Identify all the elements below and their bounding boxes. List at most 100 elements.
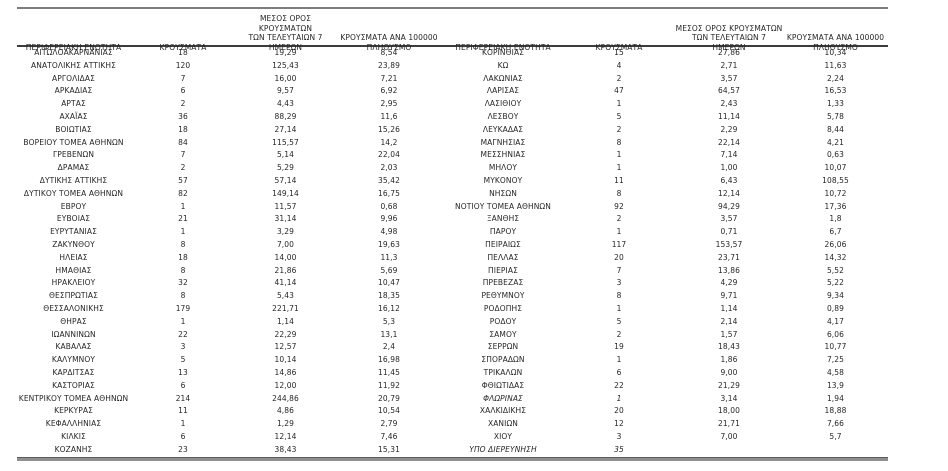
per100k-cell: 14,32 [824, 252, 847, 262]
table-row: ΑΙΤΩΛΟΑΚΑΡΝΑΝΙΑΣ 18 19,29 8,54 [17, 47, 443, 60]
avg7-cell: 149,14 [272, 188, 299, 198]
region-cell: ΛΑΚΩΝΙΑΣ [483, 73, 523, 83]
table-row: ΔΡΑΜΑΣ 2 5,29 2,03 [17, 162, 443, 175]
cases-cell: 18 [178, 48, 188, 57]
table-row: ΑΡΓΟΛΙΔΑΣ 7 16,00 7,21 [17, 73, 443, 86]
table-row: ΣΠΟΡΑΔΩΝ 1 1,86 7,25 [443, 354, 888, 367]
regional-units-table: ΠΕΡΙΦΕΡΕΙΑΚΗ ΕΝΟΤΗΤΑ ΚΡΟΥΣΜΑΤΑ ΜΕΣΟΣ ΟΡΟ… [17, 7, 888, 461]
region-cell: ΙΩΑΝΝΙΝΩΝ [51, 329, 96, 339]
cases-cell: 21 [178, 214, 188, 224]
avg7-cell: 5,14 [276, 150, 295, 160]
per100k-cell: 17,36 [824, 201, 847, 211]
avg7-cell: 1,14 [276, 316, 295, 326]
region-cell: ΑΝΑΤΟΛΙΚΗΣ ΑΤΤΙΚΗΣ [31, 60, 116, 70]
table-row: ΚΕΡΚΥΡΑΣ 11 4,86 10,54 [17, 405, 443, 418]
region-cell: ΑΡΚΑΔΙΑΣ [54, 86, 93, 96]
header-avg7-left: ΜΕΣΟΣ ΟΡΟΣ ΚΡΟΥΣΜΑΤΩΝ ΤΩΝ ΤΕΛΕΥΤΑΙΩΝ 7 Η… [248, 14, 323, 52]
per100k-cell: 10,07 [824, 163, 847, 173]
cases-cell: 7 [180, 150, 186, 160]
per100k-cell: 7,66 [826, 419, 845, 429]
region-cell: ΣΠΟΡΑΔΩΝ [481, 355, 525, 365]
cases-cell: 3 [180, 342, 186, 352]
table-row: ΘΕΣΠΡΩΤΙΑΣ 8 5,43 18,35 [17, 290, 443, 303]
per100k-cell: 0,63 [826, 150, 845, 160]
region-cell: ΚΟΡΙΝΘΙΑΣ [481, 48, 525, 57]
avg7-cell: 5,43 [276, 291, 295, 301]
cases-cell: 8 [616, 188, 622, 198]
per100k-cell: 15,26 [378, 124, 400, 134]
region-cell: ΑΙΤΩΛΟΑΚΑΡΝΑΝΙΑΣ [34, 48, 113, 57]
avg7-cell: 3,29 [276, 227, 295, 237]
avg7-cell: 244,86 [272, 393, 299, 403]
avg7-cell: 2,43 [720, 99, 738, 109]
cases-cell: 2 [616, 214, 622, 224]
region-cell: ΔΡΑΜΑΣ [57, 163, 90, 173]
table-row: ΜΗΛΟΥ 1 1,00 10,07 [443, 162, 888, 175]
region-cell: ΚΑΒΑΛΑΣ [55, 342, 92, 352]
right-table-body: ΚΟΡΙΝΘΙΑΣ 15 27,86 10,34 ΚΩ 4 2,71 11,63 ΛΑΚΩΝΙΑ… [443, 47, 888, 457]
cases-cell: 6 [180, 86, 186, 96]
table-row: ΚΑΡΔΙΤΣΑΣ 13 14,86 11,45 [17, 367, 443, 380]
region-cell: ΣΑΜΟΥ [489, 329, 517, 339]
per100k-cell: 2,95 [380, 99, 398, 109]
avg7-cell: 94,29 [718, 201, 740, 211]
cases-cell: 6 [616, 367, 622, 377]
cases-cell: 22 [178, 329, 188, 339]
cases-cell: 1 [180, 419, 186, 429]
per100k-cell: 0,89 [826, 303, 845, 313]
region-cell: ΚΑΣΤΟΡΙΑΣ [52, 380, 95, 390]
avg7-cell: 7,00 [720, 431, 738, 441]
per100k-cell: 6,92 [380, 86, 398, 96]
avg7-cell: 23,71 [718, 252, 740, 262]
avg7-cell: 18,43 [718, 342, 740, 352]
per100k-cell: 16,75 [378, 188, 400, 198]
table-row: ΠΕΙΡΑΙΩΣ 117 153,57 26,06 [443, 239, 888, 252]
table-row: ΡΟΔΟΥ 5 2,14 4,17 [443, 316, 888, 329]
table-row: ΛΑΡΙΣΑΣ 47 64,57 16,53 [443, 85, 888, 98]
cases-cell: 8 [616, 137, 622, 147]
per100k-cell: 7,21 [380, 73, 398, 83]
per100k-cell: 1,8 [829, 214, 842, 224]
cases-cell: 13 [178, 367, 188, 377]
avg7-cell: 27,86 [718, 48, 740, 57]
table-row: ΜΑΓΝΗΣΙΑΣ 8 22,14 4,21 [443, 137, 888, 150]
region-cell: ΑΡΤΑΣ [61, 99, 86, 109]
region-cell: ΜΗΛΟΥ [488, 163, 518, 173]
table-row: ΛΕΣΒΟΥ 5 11,14 5,78 [443, 111, 888, 124]
avg7-cell: 4,86 [276, 406, 295, 416]
cases-cell: 120 [175, 60, 191, 70]
table-row: ΒΟΙΩΤΙΑΣ 18 27,14 15,26 [17, 124, 443, 137]
cases-cell: 1 [180, 227, 186, 237]
per100k-cell: 23,89 [378, 60, 400, 70]
avg7-cell: 22,14 [718, 137, 740, 147]
header-region-right: ΠΕΡΙΦΕΡΕΙΑΚΗ ΕΝΟΤΗΤΑ [455, 42, 551, 52]
cases-cell: 2 [616, 73, 622, 83]
region-cell: ΛΕΣΒΟΥ [487, 111, 519, 121]
avg7-cell: 11,14 [718, 111, 740, 121]
avg7-cell: 2,29 [720, 124, 738, 134]
table-row: ΑΡΤΑΣ 2 4,43 2,95 [17, 98, 443, 111]
region-cell: ΝΟΤΙΟΥ ΤΟΜΕΑ ΑΘΗΝΩΝ [455, 201, 551, 211]
table-row: ΚΕΦΑΛΛΗΝΙΑΣ 1 1,29 2,79 [17, 418, 443, 431]
region-cell: ΚΕΦΑΛΛΗΝΙΑΣ [45, 419, 102, 429]
per100k-cell: 19,63 [378, 239, 400, 249]
region-cell: ΡΟΔΟΥ [489, 316, 517, 326]
left-table-body: ΑΙΤΩΛΟΑΚΑΡΝΑΝΙΑΣ 18 19,29 8,54 ΑΝΑΤΟΛΙΚΗΣ ΑΤ… [17, 47, 443, 457]
avg7-cell: 14,86 [274, 367, 297, 377]
region-cell: ΜΕΣΣΗΝΙΑΣ [480, 150, 526, 160]
header-per100k-right: ΚΡΟΥΣΜΑΤΑ ΑΝΑ 100000 ΠΛΗΘΥΣΜΟ [786, 33, 885, 52]
avg7-cell: 1,00 [720, 163, 738, 173]
cases-cell: 11 [178, 406, 188, 416]
region-cell: ΕΒΡΟΥ [60, 201, 87, 211]
table-row: ΚΩ 4 2,71 11,63 [443, 60, 888, 73]
avg7-cell [675, 444, 783, 457]
region-cell: ΗΡΑΚΛΕΙΟΥ [51, 278, 96, 288]
cases-cell: 7 [180, 73, 186, 83]
table-row: ΠΡΕΒΕΖΑΣ 3 4,29 5,22 [443, 277, 888, 290]
table-row: ΗΡΑΚΛΕΙΟΥ 32 41,14 10,47 [17, 277, 443, 290]
region-cell: ΓΡΕΒΕΝΩΝ [52, 150, 95, 160]
cases-cell: 20 [614, 252, 624, 262]
region-cell: ΜΑΓΝΗΣΙΑΣ [480, 137, 526, 147]
avg7-cell: 2,71 [720, 60, 738, 70]
table-row: ΡΕΘΥΜΝΟΥ 8 9,71 9,34 [443, 290, 888, 303]
